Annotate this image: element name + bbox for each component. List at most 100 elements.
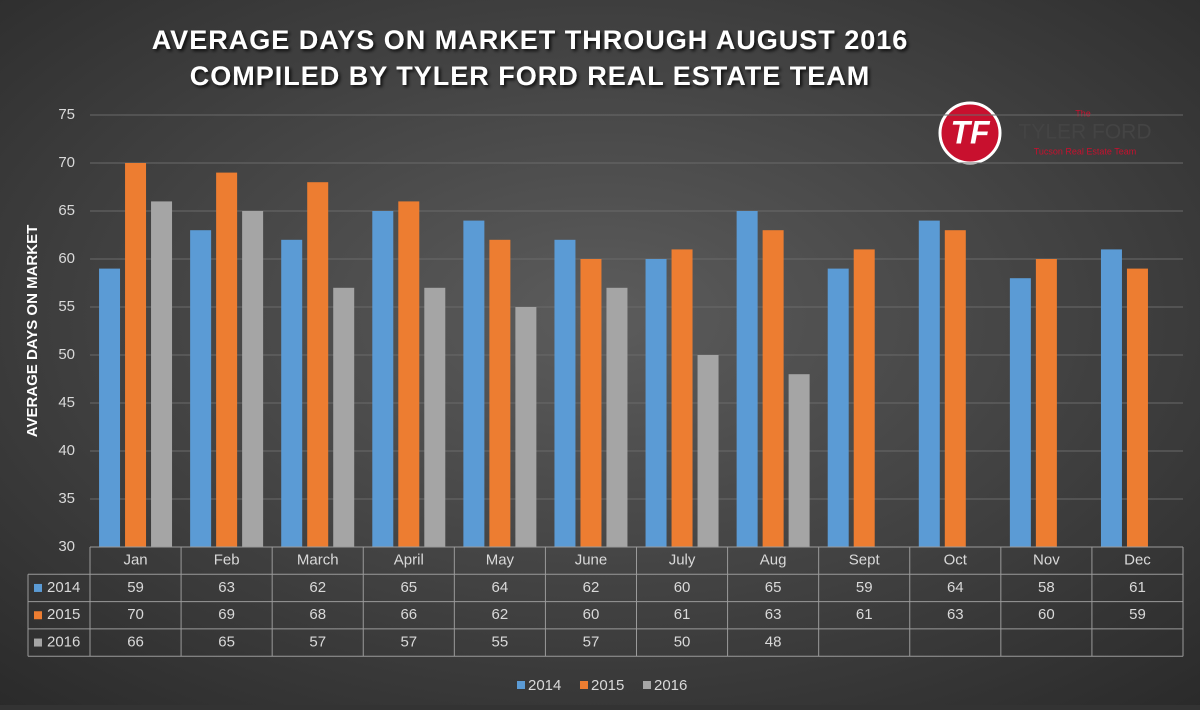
x-tick-label: May bbox=[486, 552, 515, 569]
table-cell: 61 bbox=[674, 606, 691, 623]
bar bbox=[515, 307, 537, 547]
bar bbox=[424, 287, 446, 547]
table-cell: 64 bbox=[492, 579, 509, 596]
table-cell: 69 bbox=[218, 606, 235, 623]
bar bbox=[281, 239, 303, 548]
table-cell: 50 bbox=[674, 634, 691, 651]
chart-subtitle: COMPILED BY TYLER FORD REAL ESTATE TEAM bbox=[190, 61, 871, 91]
y-tick-label: 40 bbox=[58, 442, 75, 459]
table-row-header: 2014 bbox=[47, 579, 80, 596]
y-tick-label: 65 bbox=[58, 202, 75, 219]
bar bbox=[1100, 249, 1122, 547]
logo-name: TYLER FORD bbox=[1018, 121, 1151, 144]
bar bbox=[671, 249, 693, 547]
table-cell: 65 bbox=[218, 634, 235, 651]
table-cell: 60 bbox=[1038, 606, 1055, 623]
bar bbox=[762, 230, 784, 547]
bar bbox=[918, 220, 940, 547]
y-tick-label: 75 bbox=[58, 106, 75, 123]
bar bbox=[1009, 278, 1031, 547]
x-tick-label: Sept bbox=[849, 552, 881, 569]
table-cell: 59 bbox=[1129, 606, 1146, 623]
bar bbox=[463, 220, 485, 547]
table-cell: 61 bbox=[856, 606, 873, 623]
table-row-header: 2016 bbox=[47, 634, 80, 651]
table-cell: 70 bbox=[127, 606, 144, 623]
table-swatch bbox=[34, 611, 42, 620]
logo-tagline: Tucson Real Estate Team bbox=[1034, 146, 1137, 156]
y-tick-label: 35 bbox=[58, 490, 75, 507]
logo-small: The bbox=[1075, 108, 1091, 118]
x-tick-label: Nov bbox=[1033, 552, 1060, 569]
y-tick-label: 60 bbox=[58, 250, 75, 267]
bar bbox=[307, 182, 329, 547]
bar bbox=[736, 211, 758, 547]
bar bbox=[190, 230, 212, 547]
logo-mark: TF bbox=[950, 114, 991, 150]
table-cell: 63 bbox=[947, 606, 964, 623]
table-cell: 62 bbox=[583, 579, 600, 596]
bar bbox=[788, 374, 810, 547]
bar bbox=[398, 201, 420, 547]
bar bbox=[151, 201, 173, 547]
y-axis-label: AVERAGE DAYS ON MARKET bbox=[24, 225, 41, 438]
bar bbox=[580, 259, 602, 547]
legend-label: 2016 bbox=[654, 677, 687, 694]
table-cell: 66 bbox=[400, 606, 417, 623]
bar bbox=[827, 268, 849, 547]
table-cell: 48 bbox=[765, 634, 782, 651]
legend-label: 2015 bbox=[591, 677, 624, 694]
x-tick-label: Jan bbox=[123, 552, 147, 569]
y-tick-label: 55 bbox=[58, 298, 75, 315]
x-tick-label: March bbox=[297, 552, 339, 569]
legend-swatch bbox=[580, 681, 588, 689]
table-cell: 59 bbox=[127, 579, 144, 596]
x-tick-label: Dec bbox=[1124, 552, 1151, 569]
table-cell: 65 bbox=[400, 579, 417, 596]
bar bbox=[489, 239, 511, 548]
table-cell: 68 bbox=[309, 606, 326, 623]
chart-title: AVERAGE DAYS ON MARKET THROUGH AUGUST 20… bbox=[152, 25, 909, 55]
table-cell: 62 bbox=[492, 606, 509, 623]
x-tick-label: April bbox=[394, 552, 424, 569]
bar bbox=[372, 211, 394, 547]
table-cell: 57 bbox=[400, 634, 417, 651]
bar bbox=[1035, 259, 1057, 547]
x-tick-label: Feb bbox=[214, 552, 240, 569]
table-cell: 57 bbox=[583, 634, 600, 651]
table-row-header: 2015 bbox=[47, 606, 80, 623]
table-cell: 63 bbox=[765, 606, 782, 623]
table-cell: 58 bbox=[1038, 579, 1055, 596]
table-cell: 60 bbox=[583, 606, 600, 623]
bar bbox=[242, 211, 264, 547]
table-cell: 64 bbox=[947, 579, 964, 596]
x-tick-label: July bbox=[669, 552, 696, 569]
table-cell: 57 bbox=[309, 634, 326, 651]
bar bbox=[853, 249, 875, 547]
y-tick-label: 70 bbox=[58, 154, 75, 171]
bar bbox=[99, 268, 121, 547]
table-swatch bbox=[34, 638, 42, 647]
legend-swatch bbox=[517, 681, 525, 689]
y-tick-label: 50 bbox=[58, 346, 75, 363]
bar bbox=[645, 259, 667, 547]
table-cell: 59 bbox=[856, 579, 873, 596]
bar bbox=[606, 287, 628, 547]
bar bbox=[554, 239, 576, 548]
logo: TF The TYLER FORD Tucson Real Estate Tea… bbox=[938, 101, 1152, 165]
bar bbox=[1126, 268, 1148, 547]
table-cell: 63 bbox=[218, 579, 235, 596]
x-tick-label: June bbox=[575, 552, 608, 569]
bar bbox=[697, 355, 719, 547]
bar bbox=[333, 287, 355, 547]
x-tick-label: Aug bbox=[760, 552, 787, 569]
table-swatch bbox=[34, 583, 42, 592]
table-cell: 62 bbox=[309, 579, 326, 596]
table-cell: 66 bbox=[127, 634, 144, 651]
bar bbox=[125, 163, 147, 547]
bar bbox=[944, 230, 966, 547]
legend-label: 2014 bbox=[528, 677, 561, 694]
x-tick-label: Oct bbox=[944, 552, 968, 569]
y-tick-label: 30 bbox=[58, 538, 75, 555]
